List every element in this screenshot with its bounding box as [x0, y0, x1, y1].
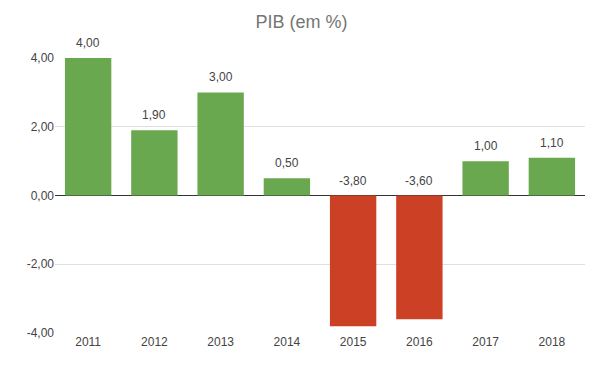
svg-text:4,00: 4,00: [76, 36, 100, 50]
svg-text:-3,60: -3,60: [405, 174, 433, 188]
svg-text:2013: 2013: [207, 335, 234, 349]
svg-text:3,00: 3,00: [209, 70, 233, 84]
svg-text:2015: 2015: [340, 335, 367, 349]
svg-text:4,00: 4,00: [31, 51, 55, 65]
svg-text:2,00: 2,00: [31, 120, 55, 134]
svg-text:2016: 2016: [406, 335, 433, 349]
svg-text:-4,00: -4,00: [27, 326, 55, 340]
svg-text:2017: 2017: [472, 335, 499, 349]
svg-text:2011: 2011: [75, 335, 101, 349]
svg-text:1,10: 1,10: [540, 136, 564, 150]
svg-text:2014: 2014: [274, 335, 301, 349]
svg-text:0,50: 0,50: [275, 156, 299, 170]
svg-text:1,90: 1,90: [142, 108, 166, 122]
svg-text:PIB (em %): PIB (em %): [255, 12, 347, 32]
svg-text:-2,00: -2,00: [27, 257, 55, 271]
svg-text:-3,80: -3,80: [339, 174, 367, 188]
svg-text:2018: 2018: [539, 335, 566, 349]
svg-text:2012: 2012: [141, 335, 168, 349]
svg-text:1,00: 1,00: [474, 139, 498, 153]
svg-text:0,00: 0,00: [31, 189, 55, 203]
